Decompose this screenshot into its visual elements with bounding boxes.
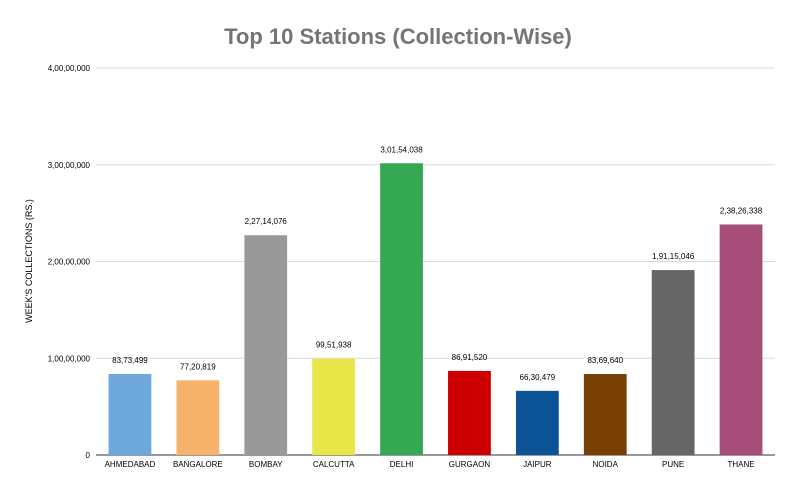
bar-thane — [719, 224, 763, 455]
data-label-ahmedabad: 83,73,499 — [112, 356, 148, 365]
x-tick-label-jaipur: JAIPUR — [523, 460, 552, 469]
data-label-pune: 1,91,15,046 — [652, 252, 695, 261]
data-label-delhi: 3,01,54,038 — [380, 145, 423, 154]
x-tick-label-pune: PUNE — [662, 460, 684, 469]
data-label-noida: 83,69,640 — [587, 356, 623, 365]
chart-title: Top 10 Stations (Collection-Wise) — [224, 24, 572, 49]
y-axis-label: WEEK'S COLLECTIONS (RS.) — [24, 199, 34, 323]
x-tick-label-delhi: DELHI — [390, 460, 414, 469]
y-tick-label: 2,00,00,000 — [48, 258, 91, 267]
bar-bombay — [244, 235, 288, 455]
data-label-thane: 2,38,26,338 — [720, 206, 763, 215]
bar-pune — [651, 270, 695, 455]
bar-ahmedabad — [108, 373, 152, 455]
x-tick-label-calcutta: CALCUTTA — [313, 460, 355, 469]
x-axis-ticks: AHMEDABAD BANGALORE BOMBAY CALCUTTA DELHI GUR… — [105, 460, 755, 469]
x-tick-label-bangalore: BANGALORE — [173, 460, 223, 469]
data-labels: 83,73,499 77,20,819 2,27,14,076 99,51,938 3,… — [112, 145, 763, 382]
bar-bangalore — [176, 380, 220, 455]
x-tick-label-noida: NOIDA — [593, 460, 619, 469]
x-tick-label-gurgaon: GURGAON — [449, 460, 491, 469]
data-label-bangalore: 77,20,819 — [180, 362, 216, 371]
bar-delhi — [380, 163, 423, 455]
x-tick-label-ahmedabad: AHMEDABAD — [105, 460, 156, 469]
y-tick-label: 1,00,00,000 — [48, 354, 91, 363]
bar-jaipur — [515, 390, 559, 455]
data-label-bombay: 2,27,14,076 — [245, 217, 288, 226]
y-axis-ticks: 0 1,00,00,000 2,00,00,000 3,00,00,000 4,00,0… — [48, 64, 91, 460]
bars — [108, 163, 763, 455]
x-tick-label-bombay: BOMBAY — [249, 460, 283, 469]
y-tick-label: 3,00,00,000 — [48, 161, 91, 170]
y-tick-label: 4,00,00,000 — [48, 64, 91, 73]
y-tick-label: 0 — [86, 451, 91, 460]
x-tick-label-thane: THANE — [727, 460, 754, 469]
bar-gurgaon — [448, 370, 491, 455]
bar-calcutta — [312, 358, 356, 455]
data-label-calcutta: 99,51,938 — [316, 341, 352, 350]
data-label-gurgaon: 86,91,520 — [452, 353, 488, 362]
bar-noida — [583, 374, 627, 455]
data-label-jaipur: 66,30,479 — [520, 373, 556, 382]
